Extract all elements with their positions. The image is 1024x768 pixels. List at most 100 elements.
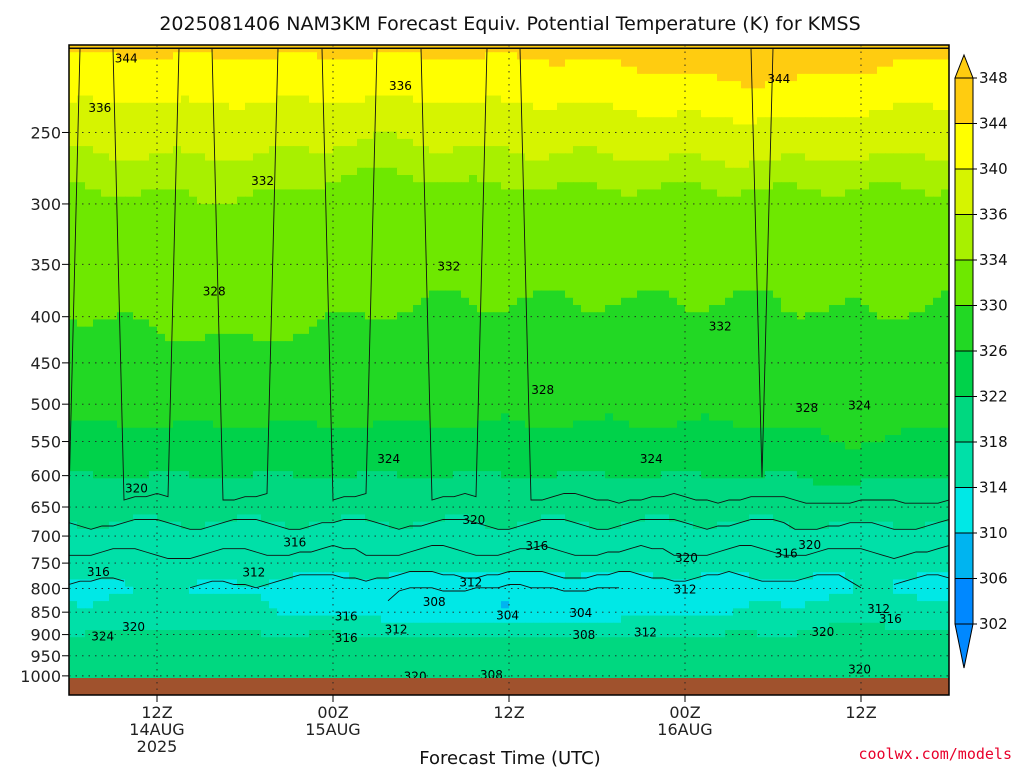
heatmap-cell xyxy=(341,66,350,75)
heatmap-cell xyxy=(453,45,462,53)
heatmap-cell xyxy=(69,88,78,97)
heatmap-cell xyxy=(189,81,198,89)
heatmap-cell xyxy=(845,268,854,277)
heatmap-cell xyxy=(341,362,350,371)
heatmap-cell xyxy=(533,290,542,299)
heatmap-cell xyxy=(645,182,654,191)
heatmap-cell xyxy=(805,196,814,205)
heatmap-cell xyxy=(565,348,574,357)
heatmap-cell xyxy=(589,167,598,176)
heatmap-cell xyxy=(693,247,702,256)
heatmap-cell xyxy=(741,297,750,306)
heatmap-cell xyxy=(757,276,766,284)
heatmap-cell xyxy=(181,124,190,133)
heatmap-cell xyxy=(477,88,486,97)
heatmap-cell xyxy=(749,355,758,364)
heatmap-cell xyxy=(837,319,846,328)
heatmap-cell xyxy=(605,196,614,205)
heatmap-cell xyxy=(149,225,158,234)
heatmap-cell xyxy=(677,138,686,147)
heatmap-cell xyxy=(381,254,390,263)
heatmap-cell xyxy=(941,95,949,104)
heatmap-cell xyxy=(781,276,790,284)
heatmap-cell xyxy=(77,283,86,292)
heatmap-cell xyxy=(325,240,334,248)
heatmap-cell xyxy=(757,81,766,89)
heatmap-cell xyxy=(725,254,734,263)
heatmap-cell xyxy=(773,268,782,277)
heatmap-cell xyxy=(613,102,622,111)
heatmap-cell xyxy=(901,203,910,212)
heatmap-cell xyxy=(317,312,326,321)
heatmap-cell xyxy=(869,348,878,357)
heatmap-cell xyxy=(189,276,198,284)
heatmap-cell xyxy=(221,341,230,349)
heatmap-cell xyxy=(229,370,238,378)
heatmap-cell xyxy=(381,312,390,321)
heatmap-cell xyxy=(325,146,334,154)
heatmap-cell xyxy=(637,117,646,126)
heatmap-cell xyxy=(693,297,702,306)
heatmap-cell xyxy=(141,117,150,126)
heatmap-cell xyxy=(869,312,878,321)
heatmap-cell xyxy=(349,95,358,104)
heatmap-cell xyxy=(677,124,686,133)
heatmap-cell xyxy=(845,110,854,118)
heatmap-cell xyxy=(85,45,94,53)
heatmap-cell xyxy=(157,355,166,364)
heatmap-cell xyxy=(469,81,478,89)
heatmap-cell xyxy=(381,95,390,104)
heatmap-cell xyxy=(285,138,294,147)
heatmap-cell xyxy=(309,189,318,198)
heatmap-cell xyxy=(837,146,846,154)
heatmap-cell xyxy=(661,73,670,82)
heatmap-cell xyxy=(653,138,662,147)
heatmap-cell xyxy=(637,59,646,68)
heatmap-cell xyxy=(845,211,854,219)
heatmap-cell xyxy=(925,355,934,364)
heatmap-cell xyxy=(517,348,526,357)
heatmap-cell xyxy=(853,131,862,140)
heatmap-cell xyxy=(221,319,230,328)
heatmap-cell xyxy=(301,348,310,357)
heatmap-cell xyxy=(597,102,606,111)
heatmap-cell xyxy=(485,146,494,154)
heatmap-cell xyxy=(525,355,534,364)
heatmap-cell xyxy=(309,102,318,111)
heatmap-cell xyxy=(373,203,382,212)
heatmap-cell xyxy=(189,225,198,234)
heatmap-cell xyxy=(653,341,662,349)
heatmap-cell xyxy=(509,326,518,335)
heatmap-cell xyxy=(333,146,342,154)
heatmap-cell xyxy=(837,189,846,198)
heatmap-cell xyxy=(589,182,598,191)
heatmap-cell xyxy=(781,160,790,169)
heatmap-cell xyxy=(205,268,214,277)
heatmap-cell xyxy=(901,182,910,191)
heatmap-cell xyxy=(661,240,670,248)
heatmap-cell xyxy=(325,182,334,191)
heatmap-cell xyxy=(669,203,678,212)
heatmap-cell xyxy=(85,276,94,284)
heatmap-cell xyxy=(645,189,654,198)
heatmap-cell xyxy=(861,52,870,61)
heatmap-cell xyxy=(565,232,574,241)
heatmap-cell xyxy=(565,66,574,75)
heatmap-cell xyxy=(557,348,566,357)
heatmap-cell xyxy=(573,167,582,176)
heatmap-cell xyxy=(565,175,574,183)
heatmap-cell xyxy=(677,211,686,219)
heatmap-cell xyxy=(133,95,142,104)
heatmap-cell xyxy=(429,88,438,97)
heatmap-cell xyxy=(797,102,806,111)
heatmap-cell xyxy=(805,203,814,212)
heatmap-cell xyxy=(701,297,710,306)
heatmap-cell xyxy=(261,268,270,277)
heatmap-cell xyxy=(533,131,542,140)
heatmap-cell xyxy=(133,203,142,212)
heatmap-cell xyxy=(437,196,446,205)
heatmap-cell xyxy=(437,182,446,191)
heatmap-cell xyxy=(405,59,414,68)
heatmap-cell xyxy=(349,203,358,212)
heatmap-cell xyxy=(277,138,286,147)
